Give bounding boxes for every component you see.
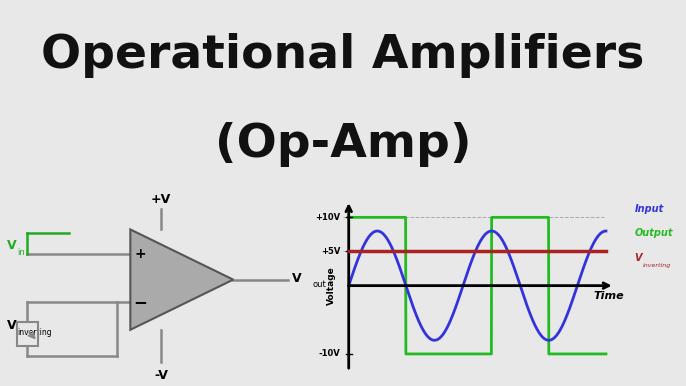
Text: -10V: -10V xyxy=(318,349,340,359)
Text: Time: Time xyxy=(593,291,624,301)
Text: −: − xyxy=(134,293,147,311)
Text: Output: Output xyxy=(635,229,673,239)
Polygon shape xyxy=(130,229,233,330)
Text: in: in xyxy=(17,248,25,257)
Text: (Op-Amp): (Op-Amp) xyxy=(215,122,471,167)
Text: V: V xyxy=(292,272,301,285)
Text: V: V xyxy=(7,239,16,252)
Text: V: V xyxy=(7,319,16,332)
Text: Input: Input xyxy=(635,204,664,214)
Text: V: V xyxy=(635,252,642,262)
Text: +5V: +5V xyxy=(321,247,340,256)
Text: +10V: +10V xyxy=(315,213,340,222)
Text: -V: -V xyxy=(154,369,168,383)
Text: inverting: inverting xyxy=(17,328,51,337)
Text: +V: +V xyxy=(151,193,172,206)
Text: out: out xyxy=(312,280,326,289)
Text: Voltage: Voltage xyxy=(327,266,336,305)
Text: Operational Amplifiers: Operational Amplifiers xyxy=(41,33,645,78)
Text: +: + xyxy=(135,247,146,261)
Text: inverting: inverting xyxy=(643,263,671,268)
